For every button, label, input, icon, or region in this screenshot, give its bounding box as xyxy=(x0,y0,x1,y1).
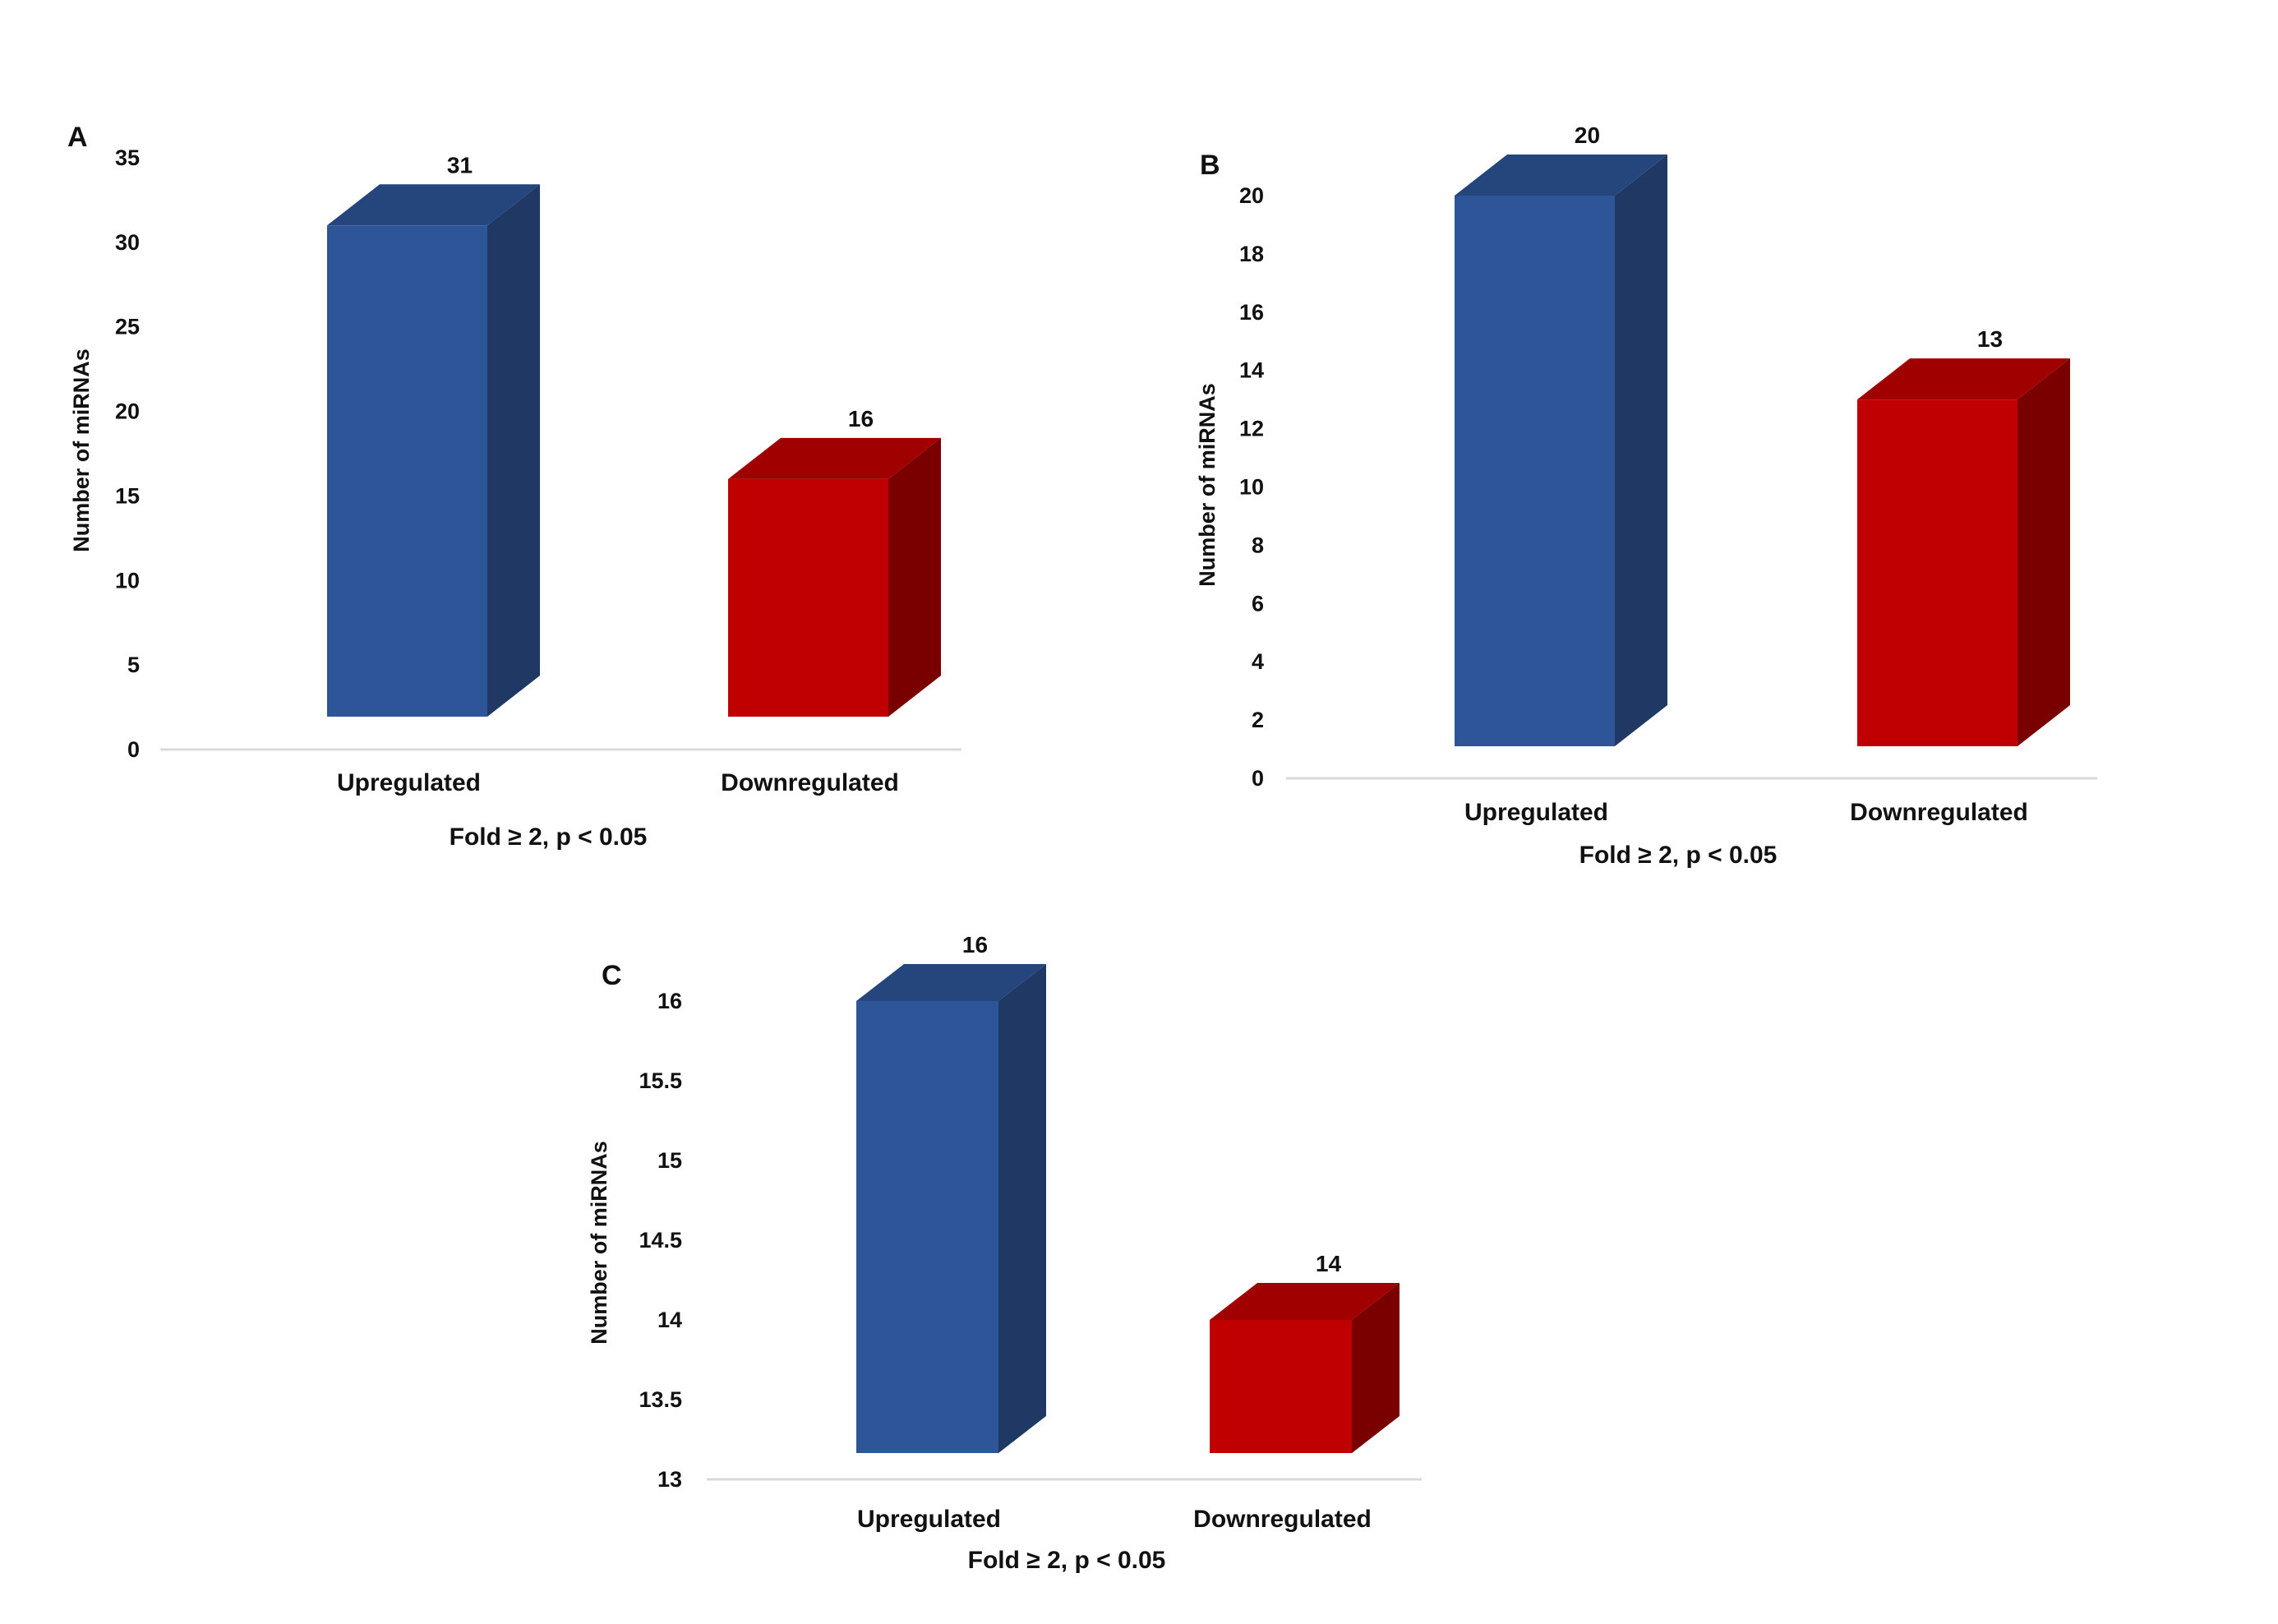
panel-b-bar-upregulated-side xyxy=(1615,155,1667,746)
panel-b: B 0 2 4 6 8 10 12 14 16 18 20 Number of miRNAs Fold ≥… xyxy=(1195,122,2097,869)
panel-b-bar-downregulated-front xyxy=(1857,399,2017,746)
panel-c-ytick-label: 15 xyxy=(657,1148,682,1173)
panel-a-bar-downregulated-side xyxy=(888,437,941,717)
panel-c-y-axis-label: Number of miRNAs xyxy=(587,1141,611,1345)
panel-a-ytick-label: 0 xyxy=(127,737,140,762)
panel-b-ytick-label: 20 xyxy=(1239,183,1264,208)
panel-b-x-axis-label: Fold ≥ 2, p < 0.05 xyxy=(1579,842,1778,869)
panel-c: C 13 13.5 14 14.5 15 15.5 16 Number of miRNAs Fol… xyxy=(587,932,1422,1574)
panel-c-ytick-label: 13 xyxy=(657,1467,682,1492)
panel-c-bar-upregulated-side xyxy=(998,964,1046,1453)
panel-c-bar-upregulated xyxy=(856,964,1046,1453)
panel-b-ytick-label: 4 xyxy=(1252,649,1264,674)
panel-a-x-axis-label: Fold ≥ 2, p < 0.05 xyxy=(450,824,648,851)
panel-c-bar-downregulated-front xyxy=(1210,1320,1352,1453)
panel-b-bar-downregulated-side xyxy=(2017,358,2070,746)
panel-c-ytick-label: 15.5 xyxy=(639,1068,682,1093)
panel-a-letter: A xyxy=(67,122,88,153)
panel-a-bar-downregulated xyxy=(728,437,941,717)
panel-c-letter: C xyxy=(602,960,622,991)
panel-b-bar-upregulated xyxy=(1455,155,1667,746)
panel-a-ytick-label: 25 xyxy=(115,315,140,339)
panel-b-letter: B xyxy=(1200,150,1220,181)
panel-b-ytick-label: 14 xyxy=(1239,358,1264,383)
panel-a-bar-upregulated xyxy=(327,184,540,717)
panel-b-bar-downregulated-top xyxy=(1857,358,2070,400)
panel-a-bar-upregulated-side xyxy=(487,184,540,717)
panel-a-bar-downregulated-top xyxy=(728,437,941,479)
panel-c-data-label-downregulated: 14 xyxy=(1316,1251,1342,1276)
panel-a-ytick-label: 30 xyxy=(115,230,140,255)
panel-a-category-label-downregulated: Downregulated xyxy=(721,769,899,796)
panel-c-x-axis-label: Fold ≥ 2, p < 0.05 xyxy=(968,1547,1166,1574)
panel-b-bar-downregulated xyxy=(1857,358,2070,746)
panel-a-data-label-downregulated: 16 xyxy=(848,406,874,431)
panel-a-ytick-label: 35 xyxy=(115,145,140,170)
panel-c-bar-downregulated xyxy=(1210,1283,1400,1453)
panel-b-ytick-label: 12 xyxy=(1239,417,1264,441)
panel-a-ytick-label: 5 xyxy=(127,653,140,677)
panel-c-ytick-label: 14 xyxy=(657,1308,682,1332)
panel-a-ytick-label: 15 xyxy=(115,483,140,508)
panel-c-ytick-label: 13.5 xyxy=(639,1387,682,1412)
panel-a: A 0 5 10 15 20 25 30 35 Number of miRNAs Fold ≥ 2,… xyxy=(67,122,961,851)
panel-a-data-label-upregulated: 31 xyxy=(447,152,473,178)
panel-a-ytick-label: 10 xyxy=(115,568,140,593)
panel-b-ytick-label: 0 xyxy=(1252,766,1264,791)
panel-c-bar-upregulated-front xyxy=(856,1001,998,1453)
panel-b-data-label-upregulated: 20 xyxy=(1575,122,1600,148)
panel-b-y-axis-label: Number of miRNAs xyxy=(1195,383,1220,587)
panel-c-bar-upregulated-top xyxy=(856,964,1046,1001)
panel-a-bar-downregulated-front xyxy=(728,478,888,717)
panel-c-ytick-label: 14.5 xyxy=(639,1228,682,1253)
panel-c-bar-downregulated-side xyxy=(1352,1283,1400,1453)
panel-b-ytick-label: 8 xyxy=(1252,533,1264,557)
panel-c-category-label-downregulated: Downregulated xyxy=(1193,1506,1372,1533)
panel-a-y-axis-label: Number of miRNAs xyxy=(69,348,94,552)
panel-b-category-label-upregulated: Upregulated xyxy=(1464,799,1608,826)
panel-b-ytick-label: 6 xyxy=(1252,591,1264,616)
panel-a-category-label-upregulated: Upregulated xyxy=(337,769,481,796)
panel-b-ytick-label: 16 xyxy=(1239,300,1264,325)
panel-b-bar-upregulated-top xyxy=(1455,155,1667,196)
panel-b-data-label-downregulated: 13 xyxy=(1977,326,2003,352)
panel-c-bar-downregulated-top xyxy=(1210,1283,1400,1320)
panel-c-ytick-label: 16 xyxy=(657,989,682,1013)
panel-b-ytick-label: 18 xyxy=(1239,242,1264,266)
panel-a-bar-upregulated-front xyxy=(327,225,487,717)
panel-a-bar-upregulated-top xyxy=(327,184,540,226)
panel-c-data-label-upregulated: 16 xyxy=(962,932,988,957)
panel-b-ytick-label: 2 xyxy=(1252,708,1264,732)
panel-b-ytick-label: 10 xyxy=(1239,475,1264,500)
panel-a-ytick-label: 20 xyxy=(115,399,140,424)
panel-b-category-label-downregulated: Downregulated xyxy=(1850,799,2028,826)
panel-b-bar-upregulated-front xyxy=(1455,196,1615,746)
panel-c-category-label-upregulated: Upregulated xyxy=(857,1506,1001,1533)
